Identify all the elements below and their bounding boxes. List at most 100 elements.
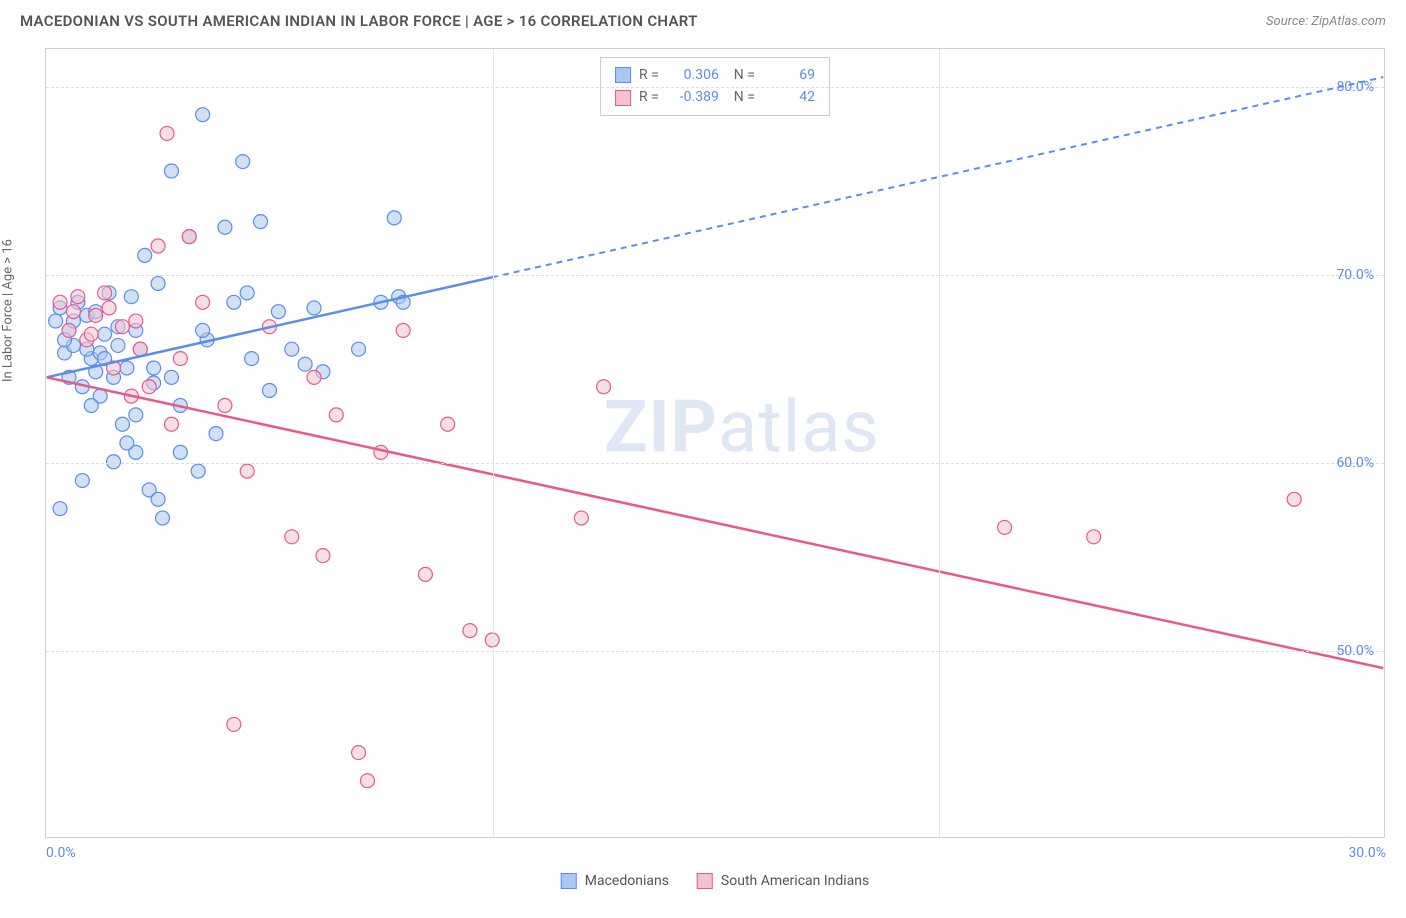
data-point — [191, 464, 205, 478]
data-point — [236, 155, 250, 169]
n-value: 69 — [763, 64, 815, 86]
data-point — [151, 492, 165, 506]
r-label: R = — [639, 86, 659, 108]
data-point — [66, 305, 80, 319]
data-point — [285, 342, 299, 356]
data-point — [84, 398, 98, 412]
data-point — [84, 327, 98, 341]
data-point — [160, 126, 174, 140]
data-point — [115, 320, 129, 334]
data-point — [218, 220, 232, 234]
data-point — [147, 361, 161, 375]
data-point — [164, 164, 178, 178]
data-point — [387, 211, 401, 225]
legend-series-item: Macedonians — [561, 844, 669, 918]
legend-swatch — [561, 873, 577, 889]
data-point — [418, 567, 432, 581]
data-point — [151, 277, 165, 291]
data-point — [463, 624, 477, 638]
x-tick-label: 30.0% — [1348, 845, 1386, 861]
data-point — [107, 455, 121, 469]
data-point — [1087, 530, 1101, 544]
legend-swatch — [615, 67, 631, 83]
data-point — [441, 417, 455, 431]
data-point — [196, 108, 210, 122]
data-point — [196, 295, 210, 309]
x-tick-label: 0.0% — [46, 845, 76, 861]
data-point — [164, 370, 178, 384]
data-point — [142, 380, 156, 394]
data-point — [129, 408, 143, 422]
data-point — [254, 215, 268, 229]
y-tick-label: 50.0% — [1336, 643, 1374, 659]
legend-series-label: South American Indians — [721, 873, 869, 889]
data-point — [374, 445, 388, 459]
data-point — [352, 746, 366, 760]
legend-series-label: Macedonians — [585, 873, 669, 889]
data-point — [49, 314, 63, 328]
legend-swatch — [615, 90, 631, 106]
data-point — [129, 314, 143, 328]
data-point — [120, 436, 134, 450]
r-value: 0.306 — [667, 64, 719, 86]
data-point — [227, 295, 241, 309]
data-point — [307, 370, 321, 384]
data-point — [62, 323, 76, 337]
data-point — [102, 301, 116, 315]
data-point — [53, 502, 67, 516]
data-point — [240, 464, 254, 478]
legend-stat-row: R = -0.389 N = 42 — [615, 86, 815, 108]
data-point — [396, 323, 410, 337]
n-label: N = — [727, 64, 755, 86]
data-point — [998, 520, 1012, 534]
y-axis-label: In Labor Force | Age > 16 — [1, 239, 16, 382]
data-point — [227, 717, 241, 731]
data-point — [316, 549, 330, 563]
gridline-h — [46, 651, 1384, 652]
data-point — [271, 305, 285, 319]
data-point — [352, 342, 366, 356]
data-point — [151, 239, 165, 253]
data-point — [285, 530, 299, 544]
gridline-v — [493, 49, 494, 837]
n-label: N = — [727, 86, 755, 108]
data-point — [164, 417, 178, 431]
trend-line — [47, 377, 1384, 668]
data-point — [98, 327, 112, 341]
data-point — [298, 357, 312, 371]
y-tick-label: 60.0% — [1336, 455, 1374, 471]
data-point — [173, 445, 187, 459]
chart-svg — [46, 49, 1384, 837]
data-point — [196, 323, 210, 337]
data-point — [245, 352, 259, 366]
data-point — [75, 474, 89, 488]
data-point — [240, 286, 254, 300]
data-point — [115, 417, 129, 431]
data-point — [111, 338, 125, 352]
source-label: Source: ZipAtlas.com — [1266, 14, 1386, 29]
y-tick-label: 70.0% — [1336, 267, 1374, 283]
chart-plot-area: ZIPatlas R = 0.306 N = 69 R = -0.389 N =… — [45, 48, 1385, 838]
data-point — [156, 511, 170, 525]
data-point — [98, 286, 112, 300]
y-tick-label: 80.0% — [1336, 79, 1374, 95]
data-point — [218, 398, 232, 412]
chart-title: MACEDONIAN VS SOUTH AMERICAN INDIAN IN L… — [20, 12, 698, 30]
data-point — [262, 383, 276, 397]
data-point — [71, 290, 85, 304]
gridline-h — [46, 87, 1384, 88]
gridline-v — [939, 49, 940, 837]
series-legend: Macedonians South American Indians — [561, 844, 870, 918]
data-point — [307, 301, 321, 315]
data-point — [209, 427, 223, 441]
data-point — [182, 230, 196, 244]
r-label: R = — [639, 64, 659, 86]
data-point — [124, 290, 138, 304]
data-point — [53, 295, 67, 309]
data-point — [574, 511, 588, 525]
data-point — [1287, 492, 1301, 506]
r-value: -0.389 — [667, 86, 719, 108]
data-point — [138, 248, 152, 262]
data-point — [329, 408, 343, 422]
data-point — [89, 308, 103, 322]
